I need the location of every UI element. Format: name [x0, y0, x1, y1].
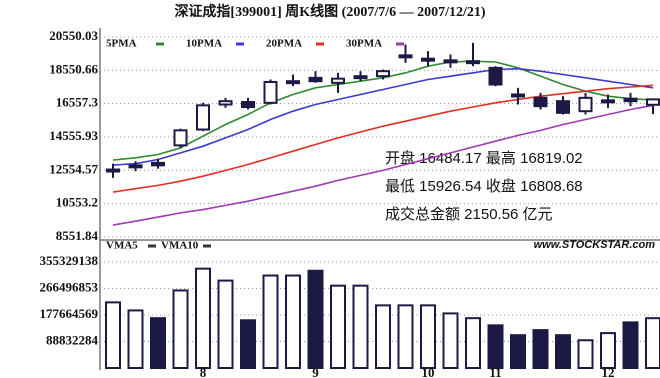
legend-label: 10PMA: [186, 38, 222, 50]
volume-bar: [172, 289, 189, 369]
moving-average: [112, 67, 654, 166]
candle-body: [623, 97, 638, 103]
candle-body: [196, 104, 210, 131]
volume-bar: [532, 329, 549, 370]
annotation: 开盘 16484.17 最高 16819.02: [385, 149, 583, 167]
volume-bar: [217, 279, 234, 370]
volume-bar: [105, 301, 121, 369]
volume-bar: [240, 319, 256, 369]
source: www.STOCKSTAR.com: [534, 239, 656, 251]
volume-bar: [420, 304, 436, 369]
legend-label: 20PMA: [266, 38, 302, 50]
volume-bar: [127, 309, 144, 369]
candle-body: [241, 101, 255, 109]
volume-bar: [397, 304, 414, 369]
volume-bar: [330, 284, 346, 369]
volume-bar: [577, 339, 594, 370]
volume-bar: [285, 274, 301, 370]
y-tick-label: 266496853: [40, 279, 99, 294]
candle-body: [128, 164, 143, 169]
y-tick-label: 20550.03: [49, 28, 98, 43]
volume-bar: [600, 332, 616, 369]
volume-bar: [375, 304, 391, 369]
volume-bar: [487, 324, 504, 370]
candle-body: [286, 80, 300, 85]
candle-body: [421, 57, 435, 62]
moving-average: [112, 84, 654, 193]
candle-body: [511, 93, 525, 98]
annotation: 成交总金额 2150.56 亿元: [385, 205, 553, 223]
candle-body: [556, 100, 570, 114]
legend-label: VMA5: [106, 240, 138, 252]
candle-body: [218, 100, 233, 106]
volume-bar: [150, 317, 166, 369]
candle-body: [601, 99, 615, 104]
x-tick-label: 8: [200, 365, 207, 378]
candle-body: [533, 96, 548, 108]
chart-title: 深证成指[399001] 周K线图 (2007/7/6 — 2007/12/21…: [174, 3, 485, 20]
legend-label: VMA10: [161, 240, 199, 252]
candle-body: [331, 77, 345, 84]
volume-bar: [510, 334, 526, 370]
candle-body: [578, 96, 593, 113]
legend-label: 5PMA: [106, 38, 137, 50]
legend-label: 30PMA: [346, 38, 382, 50]
y-tick-label: 12554.57: [49, 161, 98, 176]
annotation: 最低 15926.54 收盘 16808.68: [385, 177, 583, 195]
volume-bar: [307, 269, 324, 370]
candle-body: [263, 81, 278, 104]
volume-bar: [352, 284, 369, 369]
candle-body: [646, 98, 660, 106]
candle-body: [353, 75, 368, 80]
x-tick-label: 12: [602, 365, 615, 378]
volume-bar: [195, 267, 211, 369]
y-tick-label: 355329138: [40, 253, 99, 268]
candle-body: [151, 161, 165, 167]
candle-body: [466, 60, 480, 65]
moving-average: [112, 104, 654, 226]
candle-body: [173, 129, 188, 147]
x-tick-label: 9: [312, 365, 319, 378]
volume-bar: [262, 274, 279, 370]
x-tick-label: 11: [489, 365, 501, 378]
x-tick-label: 10: [422, 365, 435, 378]
candle-body: [398, 54, 413, 59]
candle-body: [443, 59, 458, 64]
candle-body: [308, 76, 323, 83]
candle-body: [376, 70, 390, 78]
y-tick-label: 8551.84: [56, 228, 99, 243]
y-tick-label: 16557.3: [56, 95, 99, 110]
volume-bar: [465, 317, 481, 369]
candle-body: [106, 168, 120, 173]
volume-bar: [555, 334, 571, 370]
volume-bar: [645, 317, 660, 369]
volume-bar: [622, 321, 639, 370]
volume-bar: [442, 312, 459, 369]
candle-body: [488, 66, 503, 86]
y-tick-label: 18550.66: [49, 61, 98, 76]
y-tick-label: 14555.93: [49, 128, 98, 143]
y-tick-label: 10553.2: [56, 195, 98, 210]
y-tick-label: 177664569: [40, 306, 99, 321]
y-tick-label: 88832284: [46, 332, 99, 347]
